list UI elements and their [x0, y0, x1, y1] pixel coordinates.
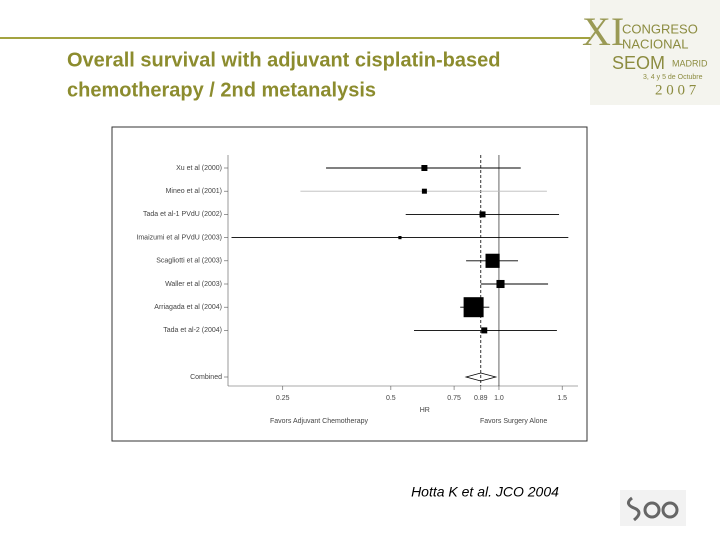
study-label: Imaizumi et al PVdU (2003) [136, 234, 222, 241]
study-label: Tada et al-1 PVdU (2002) [143, 211, 222, 218]
study-label: Xu et al (2000) [176, 165, 222, 172]
logo-dates: 3, 4 y 5 de Octubre [643, 74, 703, 81]
logo-text: NACIONAL [622, 36, 688, 51]
logo-brand: SEOM [612, 53, 665, 73]
slide-title: Overall survival with adjuvant cisplatin… [67, 49, 500, 71]
logo-text: MADRID [672, 58, 708, 68]
favors-label: Favors Surgery Alone [480, 418, 547, 425]
logo-numeral: XI [582, 9, 624, 54]
x-tick-label: 0.75 [447, 395, 461, 402]
study-label: Arriagada et al (2004) [154, 304, 222, 311]
favors-label: Favors Adjuvant Chemotherapy [270, 418, 369, 425]
estimate-box [463, 297, 484, 318]
citation: Hotta K et al. JCO 2004 [411, 484, 559, 500]
combined-diamond [464, 372, 498, 382]
footer-logo-shape [627, 496, 641, 522]
study-label: Tada et al-2 (2004) [163, 327, 222, 334]
x-axis-label: HR [420, 407, 430, 414]
estimate-box [479, 211, 486, 218]
footer-logo [620, 490, 686, 526]
estimate-box [485, 253, 500, 268]
estimate-box [398, 236, 402, 240]
estimate-box [496, 279, 505, 289]
logo-text: CONGRESO [622, 21, 698, 36]
logo-year: 2 0 0 7 [655, 82, 697, 98]
study-label: Mineo et al (2001) [166, 188, 222, 195]
study-label: Waller et al (2003) [165, 281, 222, 288]
slide-title: chemotherapy / 2nd metanalysis [67, 79, 376, 101]
study-label: Scagliotti et al (2003) [156, 258, 222, 265]
x-tick-label: 0.5 [386, 395, 396, 402]
x-tick-label: 0.25 [276, 395, 290, 402]
x-tick-label: 0.89 [474, 395, 488, 402]
estimate-box [421, 188, 427, 194]
footer-logo-shape [643, 501, 661, 519]
study-label: Combined [190, 374, 222, 381]
logo: XI CONGRESO NACIONAL SEOM MADRID 3, 4 y … [582, 0, 720, 105]
logo-background [590, 0, 720, 105]
estimate-box [481, 327, 488, 334]
estimate-box [421, 165, 428, 171]
x-tick-label: 1.5 [557, 395, 567, 402]
footer-logo-shape [661, 501, 679, 519]
x-tick-label: 1.0 [494, 395, 504, 402]
